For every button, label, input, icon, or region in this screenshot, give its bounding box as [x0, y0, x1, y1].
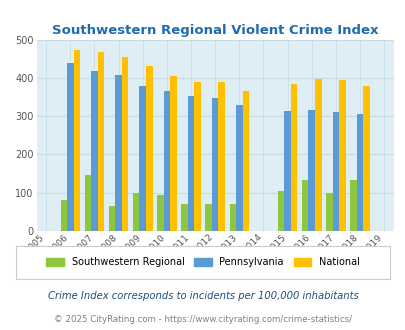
Bar [85, 176, 91, 231]
Bar [146, 66, 152, 231]
Bar [350, 181, 356, 231]
Bar [73, 50, 80, 231]
Bar [277, 191, 284, 231]
Bar [163, 90, 170, 231]
Bar [290, 84, 296, 231]
Text: Crime Index corresponds to incidents per 100,000 inhabitants: Crime Index corresponds to incidents per… [47, 291, 358, 301]
Bar [122, 57, 128, 231]
Bar [235, 106, 242, 231]
Bar [325, 193, 332, 231]
Bar [229, 204, 235, 231]
Bar [98, 52, 104, 231]
Bar [301, 181, 308, 231]
Bar [170, 76, 176, 231]
Bar [115, 75, 122, 231]
Bar [362, 85, 369, 231]
Bar [356, 114, 362, 231]
Bar [314, 79, 321, 231]
Text: © 2025 CityRating.com - https://www.cityrating.com/crime-statistics/: © 2025 CityRating.com - https://www.city… [54, 315, 351, 324]
Bar [91, 71, 98, 231]
Bar [157, 195, 163, 231]
Bar [284, 111, 290, 231]
Title: Southwestern Regional Violent Crime Index: Southwestern Regional Violent Crime Inde… [52, 24, 377, 37]
Bar [181, 204, 188, 231]
Bar [60, 200, 67, 231]
Bar [242, 90, 249, 231]
Bar [109, 206, 115, 231]
Bar [133, 193, 139, 231]
Bar [67, 63, 73, 231]
Bar [139, 85, 146, 231]
Bar [332, 112, 338, 231]
Bar [218, 82, 224, 231]
Bar [308, 111, 314, 231]
Legend: Southwestern Regional, Pennsylvania, National: Southwestern Regional, Pennsylvania, Nat… [42, 253, 363, 271]
Bar [194, 82, 200, 231]
Bar [205, 204, 211, 231]
Bar [211, 98, 218, 231]
Bar [338, 80, 345, 231]
Bar [188, 96, 194, 231]
